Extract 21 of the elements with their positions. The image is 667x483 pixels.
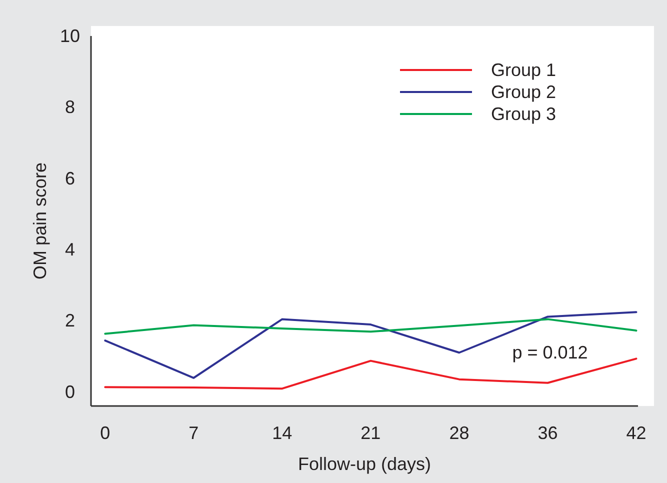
y-tick-label: 2	[64, 310, 76, 331]
x-tick-label: 21	[360, 423, 381, 443]
y-tick-label: 4	[64, 239, 76, 260]
x-tick-label: 7	[188, 423, 199, 443]
y-tick-label: 8	[64, 97, 76, 118]
legend-label: Group 1	[491, 60, 556, 80]
line-series	[104, 318, 638, 335]
legend-label: Group 3	[491, 104, 556, 124]
x-tick-label: 42	[626, 423, 646, 443]
x-tick-label: 28	[449, 423, 470, 443]
x-tick-label: 36	[538, 423, 558, 443]
y-tick-label: 10	[60, 26, 80, 46]
y-axis-title: OM pain score	[30, 162, 50, 280]
y-tick-label: 0	[64, 382, 76, 402]
line-series	[104, 311, 638, 379]
annotation: p = 0.012	[512, 342, 588, 363]
x-tick-label: 0	[100, 423, 110, 443]
x-axis-title: Follow-up (days)	[298, 454, 432, 474]
legend-label: Group 2	[491, 82, 556, 102]
x-tick-label: 14	[272, 423, 292, 443]
y-tick-label: 6	[64, 168, 76, 188]
